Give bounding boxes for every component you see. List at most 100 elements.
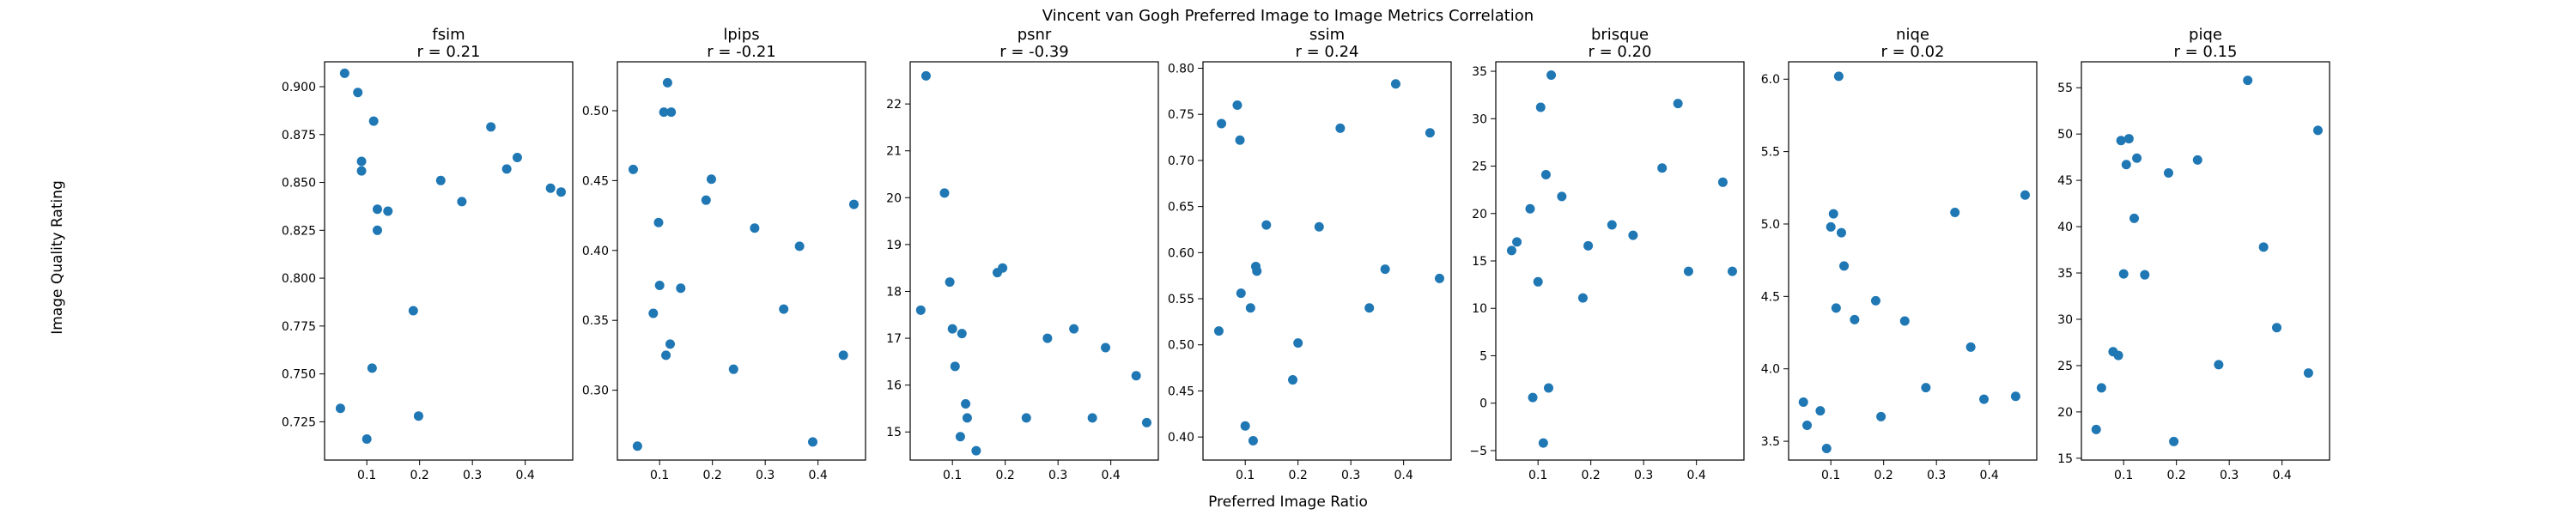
data-point	[1087, 413, 1097, 423]
x-tick-label: 0.2	[410, 469, 429, 482]
x-tick-label: 0.3	[1634, 469, 1653, 482]
data-point	[1293, 338, 1303, 348]
data-point	[1717, 177, 1728, 187]
data-point	[1821, 444, 1832, 454]
data-point	[1802, 421, 1813, 431]
data-point	[2214, 360, 2224, 370]
data-point	[957, 329, 967, 339]
data-point	[1506, 245, 1516, 256]
data-point	[1101, 342, 1111, 353]
data-point	[971, 445, 981, 456]
y-tick-label: 0.40	[582, 245, 609, 258]
data-point	[1657, 163, 1668, 173]
data-point	[1425, 128, 1435, 138]
x-tick-label: 0.2	[1874, 469, 1893, 482]
x-tick-label: 0.1	[1528, 469, 1547, 482]
y-tick-label: 0.725	[282, 415, 316, 429]
data-point	[961, 398, 971, 409]
y-tick-label: 5.0	[1761, 218, 1780, 232]
y-tick-label: 3.5	[1761, 435, 1780, 449]
data-point	[1683, 266, 1693, 276]
y-tick-label: 0.775	[282, 320, 316, 334]
data-point	[1538, 438, 1548, 448]
data-point	[2303, 368, 2313, 379]
subplot-correlation: r = -0.39	[999, 43, 1069, 61]
subplot-title: lpips	[723, 26, 759, 44]
x-tick-label: 0.3	[463, 469, 482, 482]
data-point	[1828, 209, 1838, 219]
data-point	[1248, 435, 1258, 445]
y-tick-label: 35	[2057, 267, 2073, 281]
data-point	[1583, 240, 1594, 251]
data-point	[353, 88, 363, 98]
y-tick-label: 0.35	[582, 314, 609, 328]
y-tick-label: 45	[2057, 174, 2073, 188]
subplot-correlation: r = 0.20	[1588, 43, 1651, 61]
data-point	[2116, 136, 2126, 146]
data-point	[666, 107, 677, 118]
data-point	[779, 304, 789, 314]
data-point	[659, 107, 669, 118]
y-tick-label: 6.0	[1761, 73, 1780, 87]
data-point	[372, 204, 382, 215]
data-point	[706, 174, 716, 185]
x-tick-label: 0.2	[996, 469, 1015, 482]
y-tick-label: 0.50	[1168, 339, 1194, 353]
y-tick-label: 0.60	[1168, 246, 1194, 260]
x-tick-label: 0.3	[1341, 469, 1360, 482]
subplot-title: fsim	[432, 26, 465, 44]
subplot-correlation: r = 0.24	[1295, 43, 1358, 61]
data-point	[947, 324, 957, 334]
data-point	[1288, 375, 1298, 385]
data-point	[1965, 342, 1976, 352]
data-point	[939, 188, 950, 198]
y-tick-label: 16	[886, 379, 902, 393]
data-point	[1240, 421, 1250, 431]
data-point	[2020, 190, 2030, 200]
y-tick-label: 0.875	[282, 129, 316, 142]
x-tick-label: 0.3	[1927, 469, 1946, 482]
x-tick-label: 0.1	[650, 469, 669, 482]
data-point	[1252, 266, 1262, 276]
data-point	[1314, 221, 1324, 232]
data-point	[2169, 436, 2179, 446]
figure-ylabel: Image Quality Rating	[49, 180, 66, 335]
y-tick-label: 19	[886, 239, 902, 252]
data-point	[2258, 242, 2269, 252]
data-point	[848, 199, 859, 209]
data-point	[628, 164, 638, 174]
subplot-title: niqe	[1896, 26, 1929, 44]
x-tick-label: 0.1	[943, 469, 962, 482]
subplot-title: psnr	[1018, 26, 1052, 44]
data-point	[1235, 135, 1245, 145]
data-point	[556, 187, 566, 197]
data-point	[998, 263, 1008, 273]
data-point	[1557, 191, 1567, 202]
x-tick-label: 0.4	[809, 469, 828, 482]
subplot-title: ssim	[1309, 26, 1345, 44]
y-tick-label: 25	[1472, 161, 1487, 174]
data-point	[1232, 100, 1242, 110]
data-point	[654, 280, 665, 290]
data-point	[1380, 264, 1390, 275]
data-point	[413, 411, 423, 421]
y-tick-label: 55	[2057, 82, 2073, 95]
y-tick-label: 0.55	[1168, 293, 1194, 306]
data-point	[545, 183, 556, 193]
data-point	[1364, 303, 1375, 313]
data-point	[1850, 314, 1860, 324]
data-point	[1434, 273, 1444, 283]
data-point	[383, 206, 393, 216]
y-tick-label: 0.50	[582, 105, 609, 118]
x-tick-label: 0.3	[1048, 469, 1067, 482]
data-point	[356, 166, 367, 176]
y-tick-label: 21	[886, 145, 902, 159]
data-point	[1826, 221, 1836, 232]
data-point	[1950, 207, 1960, 217]
y-tick-label: 0.45	[1168, 385, 1194, 398]
data-point	[1870, 295, 1880, 306]
